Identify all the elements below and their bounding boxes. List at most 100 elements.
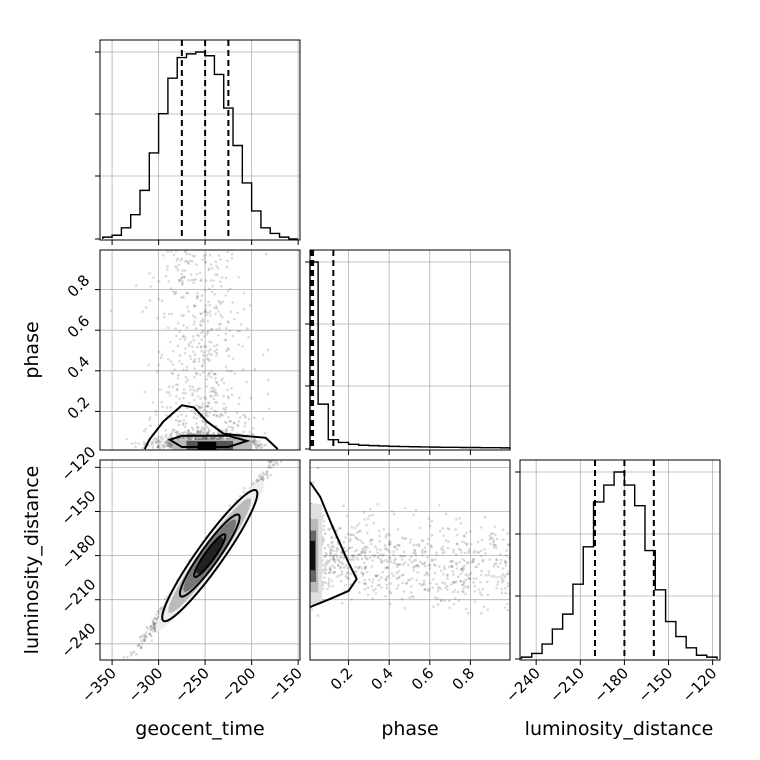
sample-point xyxy=(501,573,505,576)
contour xyxy=(193,533,227,578)
sample-point xyxy=(216,267,220,270)
sample-point xyxy=(500,587,503,591)
sample-point xyxy=(201,436,205,440)
sample-point xyxy=(495,562,498,565)
sample-point xyxy=(352,554,356,557)
sample-point xyxy=(209,375,213,379)
sample-point xyxy=(474,565,477,569)
sample-point xyxy=(401,536,404,539)
sample-point xyxy=(492,543,495,546)
sample-point xyxy=(267,466,271,470)
sample-point xyxy=(201,258,204,262)
sample-point xyxy=(253,442,257,446)
sample-point xyxy=(481,559,485,563)
sample-point xyxy=(324,568,328,572)
sample-point xyxy=(358,581,361,584)
sample-point xyxy=(157,435,160,439)
sample-point xyxy=(333,571,336,574)
sample-point xyxy=(469,577,472,581)
sample-point xyxy=(194,327,198,330)
sample-point xyxy=(225,437,229,440)
panel-frame xyxy=(309,249,511,451)
sample-point xyxy=(423,582,426,586)
sample-point xyxy=(468,547,471,551)
sample-point xyxy=(366,558,369,561)
scatter-points xyxy=(109,250,271,450)
sample-point xyxy=(206,425,209,429)
sample-point xyxy=(165,442,168,445)
sample-point xyxy=(158,446,162,450)
sample-point xyxy=(331,556,335,559)
sample-point xyxy=(207,371,211,375)
sample-point xyxy=(154,618,158,621)
sample-point xyxy=(165,414,168,417)
sample-point xyxy=(322,528,326,532)
sample-point xyxy=(426,542,430,546)
sample-point xyxy=(452,548,455,551)
sample-point xyxy=(340,572,344,576)
sample-point xyxy=(152,623,156,626)
sample-point xyxy=(189,341,192,344)
sample-point xyxy=(429,544,433,547)
sample-point xyxy=(430,545,433,549)
sample-point xyxy=(322,568,325,572)
sample-point xyxy=(178,330,181,334)
sample-point xyxy=(344,574,348,578)
contour xyxy=(178,513,241,598)
sample-point xyxy=(202,431,206,434)
sample-point xyxy=(388,540,392,544)
sample-point xyxy=(266,474,270,477)
sample-point xyxy=(215,343,219,347)
sample-point xyxy=(379,586,383,589)
sample-point xyxy=(186,378,190,381)
sample-point xyxy=(196,431,200,434)
sample-point xyxy=(169,360,173,363)
sample-point xyxy=(237,276,240,279)
sample-point xyxy=(195,263,198,266)
sample-point xyxy=(171,431,174,434)
sample-point xyxy=(201,317,204,321)
sample-point xyxy=(191,393,194,397)
sample-point xyxy=(242,291,246,295)
sample-point xyxy=(195,372,198,376)
sample-point xyxy=(455,533,459,537)
sample-point xyxy=(186,432,189,435)
sample-point xyxy=(504,564,508,567)
sample-point xyxy=(492,539,496,542)
sample-point xyxy=(228,287,232,291)
sample-point xyxy=(153,627,157,631)
sample-point xyxy=(434,558,437,561)
sample-point xyxy=(228,329,232,332)
sample-point xyxy=(176,376,180,380)
sample-point xyxy=(410,591,413,594)
sample-point xyxy=(191,314,195,318)
sample-point xyxy=(134,284,138,287)
sample-point xyxy=(211,436,214,440)
sample-point xyxy=(205,432,209,436)
sample-point xyxy=(180,276,183,280)
sample-point xyxy=(215,348,219,351)
sample-point xyxy=(440,569,443,572)
sample-point xyxy=(439,587,443,591)
sample-point xyxy=(502,579,505,582)
sample-point xyxy=(199,437,203,441)
y-tick-label: 0.6 xyxy=(64,312,94,342)
sample-point xyxy=(328,571,331,575)
sample-point xyxy=(174,250,178,253)
sample-point xyxy=(201,432,205,435)
sample-point xyxy=(189,431,192,435)
sample-point xyxy=(386,548,390,552)
x-tick-label: −120 xyxy=(679,664,721,706)
sample-point xyxy=(337,558,341,562)
sample-point xyxy=(232,421,236,425)
sample-point xyxy=(222,381,226,385)
sample-point xyxy=(252,437,256,441)
sample-point xyxy=(323,532,327,535)
sample-point xyxy=(329,568,332,572)
sample-point xyxy=(461,590,464,593)
sample-point xyxy=(382,553,385,557)
sample-point xyxy=(366,517,370,520)
sample-point xyxy=(432,563,436,566)
sample-point xyxy=(455,567,459,570)
sample-point xyxy=(199,406,202,410)
